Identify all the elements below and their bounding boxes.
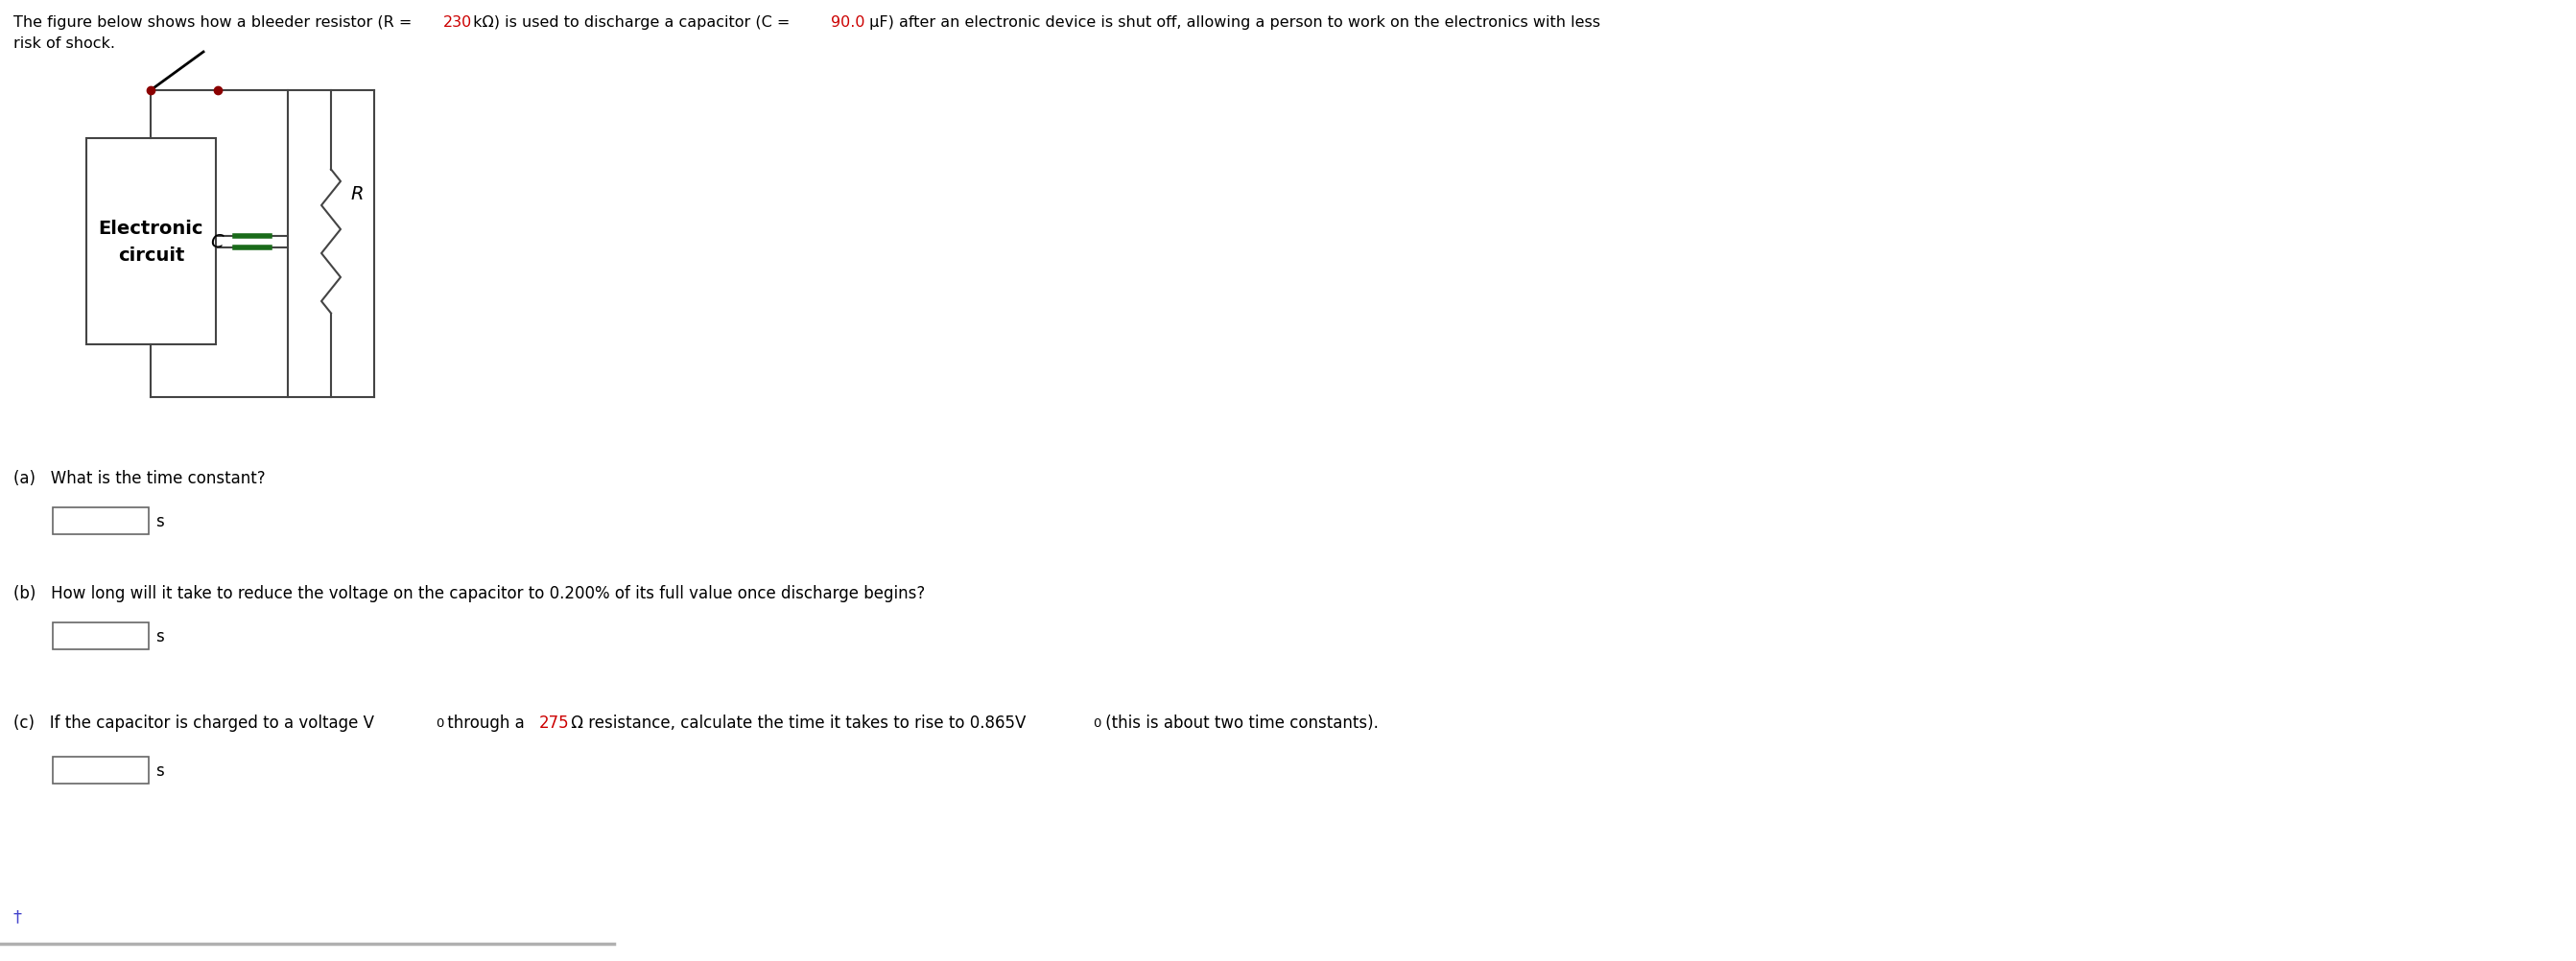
Bar (52, 757, 149, 784)
Text: s: s (155, 512, 165, 530)
Text: Ω resistance, calculate the time it takes to rise to 0.865V: Ω resistance, calculate the time it take… (567, 714, 1025, 731)
Text: Electronic: Electronic (98, 219, 204, 237)
Text: (c)   If the capacitor is charged to a voltage V: (c) If the capacitor is charged to a vol… (13, 714, 374, 731)
Bar (52, 623, 149, 650)
Text: (a)   What is the time constant?: (a) What is the time constant? (13, 470, 265, 486)
Text: 0: 0 (1092, 717, 1103, 729)
Text: (this is about two time constants).: (this is about two time constants). (1100, 714, 1378, 731)
Text: 230: 230 (443, 15, 471, 30)
Text: μF) after an electronic device is shut off, allowing a person to work on the ele: μF) after an electronic device is shut o… (866, 15, 1600, 30)
Text: circuit: circuit (118, 246, 185, 264)
Text: 90.0: 90.0 (832, 15, 866, 30)
Text: †: † (13, 907, 23, 924)
Text: (b)   How long will it take to reduce the voltage on the capacitor to 0.200% of : (b) How long will it take to reduce the … (13, 584, 925, 602)
Bar (88, 139, 216, 345)
Text: s: s (155, 628, 165, 645)
Text: 275: 275 (538, 714, 569, 731)
Text: through a: through a (443, 714, 531, 731)
Text: 0: 0 (435, 717, 443, 729)
Text: s: s (155, 762, 165, 779)
Text: risk of shock.: risk of shock. (13, 37, 116, 51)
Text: C: C (211, 233, 224, 251)
Text: kΩ) is used to discharge a capacitor (C =: kΩ) is used to discharge a capacitor (C … (469, 15, 796, 30)
Text: R: R (350, 185, 363, 203)
Text: The figure below shows how a bleeder resistor (R =: The figure below shows how a bleeder res… (13, 15, 417, 30)
Bar (52, 507, 149, 534)
